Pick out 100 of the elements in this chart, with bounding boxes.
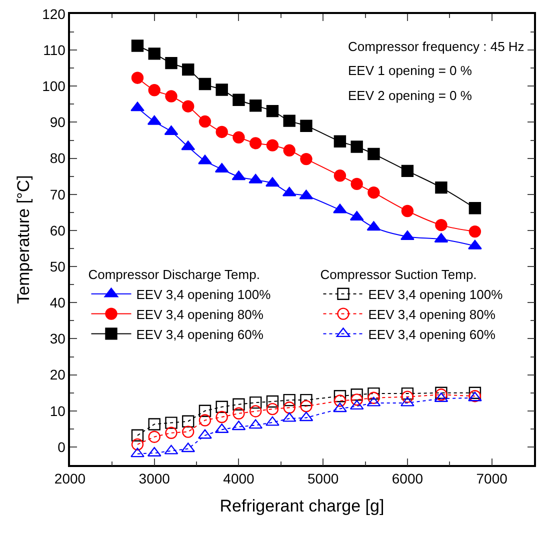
legend-label: EEV 3,4 opening 60%: [368, 326, 496, 342]
legend-label: EEV 3,4 opening 60%: [136, 326, 264, 342]
point: [401, 387, 414, 400]
point: [368, 148, 380, 160]
x-tick-label: 3000: [138, 470, 170, 487]
point: [182, 415, 194, 428]
y-tick-label: 50: [50, 258, 66, 274]
point: [368, 392, 380, 404]
legend-label: EEV 3,4 opening 80%: [136, 306, 264, 322]
y-tick-label: 10: [50, 402, 66, 419]
point: [300, 394, 312, 406]
point: [266, 416, 280, 426]
legend-label: EEV 3,4 opening 80%: [368, 306, 496, 322]
legend-label: EEV 3,4 opening 100%: [136, 286, 272, 302]
point: [334, 390, 346, 402]
point: [266, 104, 279, 118]
point: [435, 181, 448, 194]
point: [131, 40, 144, 52]
point: [165, 416, 178, 429]
point: [350, 140, 363, 153]
point: [130, 102, 144, 112]
point: [468, 386, 482, 399]
point: [216, 84, 228, 96]
y-tick-label: 0: [58, 438, 66, 455]
point: [148, 418, 160, 430]
y-tick-label: 20: [50, 366, 66, 383]
point: [250, 100, 262, 112]
point: [400, 396, 414, 406]
point: [232, 131, 245, 144]
point: [468, 202, 482, 214]
point: [368, 387, 380, 400]
point: [198, 414, 212, 426]
point: [435, 218, 448, 232]
point: [350, 394, 363, 406]
text: Compressor Suction Temp.: [320, 266, 477, 282]
point: [333, 204, 347, 214]
x-tick-label: 6000: [392, 470, 424, 487]
point: [250, 396, 262, 409]
point: [300, 400, 312, 412]
point: [368, 186, 380, 199]
x-tick-label: 5000: [308, 470, 339, 487]
y-tick-label: 110: [43, 42, 66, 58]
point: [334, 394, 346, 407]
point: [165, 90, 178, 102]
point: [334, 135, 346, 148]
point: [401, 204, 414, 218]
point: [300, 120, 312, 132]
point: [198, 404, 212, 417]
annotation: Compressor frequency : 45 Hz: [348, 39, 524, 54]
point: [250, 405, 262, 418]
point: [401, 390, 414, 403]
point: [250, 137, 262, 150]
point: [130, 448, 144, 458]
y-tick-label: 30: [50, 330, 66, 347]
point: [198, 429, 212, 439]
text: Compressor Discharge Temp.: [88, 266, 260, 282]
point: [333, 402, 347, 412]
point: [334, 170, 346, 182]
point: [468, 225, 482, 238]
point: [131, 429, 144, 442]
point: [148, 430, 160, 443]
point: [283, 114, 296, 127]
y-tick-label: 80: [50, 150, 66, 166]
point: [266, 402, 279, 416]
y-tick-label: 70: [50, 186, 66, 202]
annotation: EEV 2 opening = 0 %: [348, 88, 472, 103]
point: [283, 144, 296, 156]
point: [182, 63, 194, 76]
point: [266, 139, 279, 152]
point: [266, 395, 279, 408]
point: [216, 126, 228, 138]
point: [232, 398, 245, 410]
point: [198, 115, 212, 128]
y-axis-title: Temperature [°C]: [14, 175, 34, 304]
point: [350, 178, 363, 190]
point: [350, 388, 363, 401]
x-tick-label: 2000: [54, 470, 86, 487]
y-tick-label: 100: [42, 78, 66, 94]
point: [182, 100, 194, 112]
y-tick-label: 40: [50, 294, 66, 311]
point: [401, 164, 414, 178]
point: [198, 78, 212, 90]
point: [283, 394, 296, 406]
point: [283, 402, 296, 414]
x-tick-label: 4000: [223, 470, 255, 487]
point: [216, 400, 228, 414]
point: [232, 94, 245, 106]
y-tick-label: 120: [42, 6, 66, 22]
point: [165, 426, 178, 439]
point: [232, 407, 245, 420]
point: [131, 72, 144, 84]
point: [182, 426, 194, 438]
legend-label: EEV 3,4 opening 100%: [368, 286, 504, 302]
point: [266, 177, 280, 187]
point: [198, 154, 212, 164]
x-axis-title: Refrigerant charge [g]: [220, 496, 384, 516]
x-tick-label: 7000: [476, 470, 508, 487]
point: [468, 240, 482, 250]
point: [148, 84, 160, 96]
y-tick-label: 90: [50, 114, 66, 130]
